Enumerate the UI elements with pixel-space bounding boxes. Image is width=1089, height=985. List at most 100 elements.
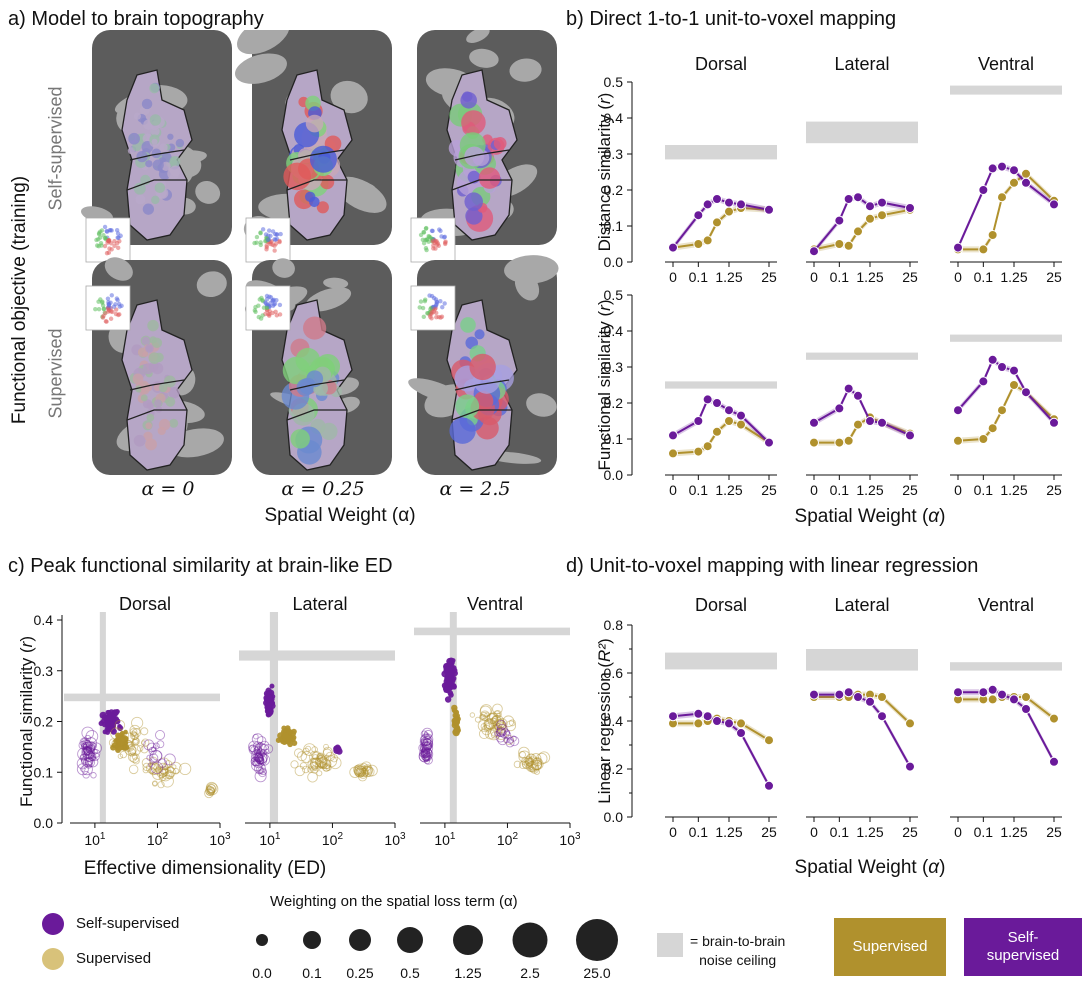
- c-dorsal-self-supervised-point: [81, 745, 92, 756]
- x-tick-label: 0.1: [830, 482, 850, 498]
- c-ventral-supervised-point: [525, 761, 537, 772]
- d-ventral-self-supervised-point: [1021, 704, 1031, 714]
- d-lateral-self-supervised-point: [905, 761, 915, 772]
- c-dorsal-supervised-point: [161, 774, 174, 788]
- inset-dot: [260, 297, 265, 303]
- b-dorsal-self-supervised-point: [693, 416, 704, 426]
- x-tick-label: 101: [259, 831, 281, 848]
- region-border: [454, 379, 510, 391]
- c-lateral-self-supervised-point: [254, 756, 264, 767]
- y-tick-label: 0.3: [34, 663, 54, 679]
- x-tick-label: 0.1: [689, 482, 709, 498]
- c-ventral-supervised-point: [496, 718, 508, 730]
- topography-patch: [469, 353, 496, 381]
- x-tick-label: 103: [209, 831, 231, 848]
- c-lateral-self-supervised-point: [255, 753, 264, 763]
- c-dorsal-supervised-point: [156, 766, 167, 777]
- y-tick-label: 0.0: [604, 467, 624, 483]
- panel-b-title: b) Direct 1-to-1 unit-to-voxel mapping: [566, 8, 897, 30]
- b-dorsal-self-supervised-point: [764, 204, 774, 215]
- c-dorsal-self-supervised-point: [84, 761, 93, 769]
- c-lateral-self-supervised-point: [253, 762, 266, 775]
- c-lateral-self-supervised-point: [253, 745, 262, 754]
- unit-colormap-inset: [85, 217, 131, 263]
- topography-patch: [151, 138, 158, 145]
- x-tick-label: 1.25: [715, 269, 742, 285]
- topography-patch: [478, 167, 501, 189]
- c-lateral-self-supervised-point: [258, 743, 270, 755]
- c-lateral-supervised-point: [317, 754, 324, 761]
- c-ventral-self-supervised-point: [447, 670, 455, 678]
- c-dorsal-self-supervised-point: [149, 749, 163, 763]
- inset-dot: [434, 314, 439, 320]
- legend-supervised-marker: [42, 948, 64, 970]
- sulcus-shape: [509, 58, 542, 82]
- c-lateral-supervised-point: [324, 755, 338, 768]
- c-ventral-supervised-point: [502, 715, 515, 728]
- c-lateral-self-supervised-point: [256, 747, 262, 753]
- c-dorsal-self-supervised-point: [150, 746, 157, 752]
- x-tick-label: 25: [1046, 482, 1062, 498]
- c-ventral-self-supervised-point: [422, 747, 433, 757]
- c-dorsal-self-supervised-point: [82, 746, 95, 759]
- c-ventral-self-supervised-point: [420, 747, 431, 758]
- c-dorsal-self-supervised-point: [83, 746, 91, 754]
- c-dorsal-supervised-point: [158, 768, 172, 782]
- inset-dot: [109, 228, 114, 233]
- inset-dot: [108, 316, 114, 321]
- c-dorsal-self-supervised-point: [81, 747, 93, 759]
- c-lateral-ed-noise-ceiling: [269, 612, 279, 823]
- stream-title-lateral: Lateral: [292, 594, 347, 614]
- d-lateral-supervised-point: [877, 692, 887, 702]
- c-lateral-supervised-point: [302, 747, 310, 755]
- region-border: [286, 179, 347, 191]
- c-ventral-self-supervised-point: [423, 732, 429, 738]
- brain-map-r0-c2: [417, 30, 557, 245]
- b-dorsal-supervised-point: [702, 235, 713, 246]
- c-dorsal-supervised-point: [172, 768, 180, 775]
- inset-dot: [117, 312, 122, 317]
- c-dorsal-supervised-point: [132, 737, 140, 746]
- inset-dot: [254, 234, 260, 240]
- y-tick-label: 0.1: [34, 764, 54, 780]
- c-ventral-supervised-point: [535, 752, 548, 765]
- sulcus-shape: [323, 277, 349, 289]
- alpha-size-label-0.5: 0.5: [400, 965, 420, 981]
- c-ventral-supervised-point: [504, 735, 515, 745]
- x-tick-label: 0: [669, 824, 677, 840]
- alpha-size-label-0.1: 0.1: [302, 965, 322, 981]
- c-dorsal-supervised-point: [140, 727, 149, 736]
- c-lateral-supervised-point: [357, 768, 369, 779]
- c-ventral-supervised-point: [530, 753, 542, 764]
- c-dorsal-self-supervised-point: [84, 750, 90, 756]
- c-dorsal-supervised-point: [142, 766, 149, 774]
- c-lateral-self-supervised-point: [250, 745, 259, 755]
- b-dorsal-supervised-point: [668, 448, 678, 459]
- chart-d-linear-regression: Dorsal Lateral Ventral 0.0 0.2 0.4 0.6 0.8 Linea…: [595, 595, 1062, 878]
- c-lateral-supervised-point: [363, 766, 372, 774]
- c-dorsal-supervised-point: [140, 740, 147, 746]
- inset-dot: [115, 245, 121, 251]
- inset-dot: [101, 306, 107, 311]
- c-ventral-supervised-point: [505, 720, 517, 732]
- c-lateral-supervised-point: [356, 768, 363, 775]
- c-lateral-supervised-point: [311, 751, 320, 760]
- topography-patch: [309, 145, 337, 173]
- c-lateral-supervised-point: [359, 762, 368, 772]
- inset-dot: [93, 306, 98, 312]
- c-ventral-self-supervised-point: [420, 749, 428, 757]
- alpha-size-marker-0.5: [397, 927, 423, 953]
- inset-dot: [96, 306, 102, 312]
- topography-patch: [152, 362, 159, 369]
- brain-map-r0-c0: [81, 30, 232, 245]
- c-dorsal-supervised-point: [125, 741, 133, 750]
- c-lateral-supervised-point: [319, 761, 327, 769]
- c-dorsal-supervised-point: [119, 750, 128, 759]
- c-lateral-supervised-point: [356, 765, 366, 775]
- c-dorsal-supervised-point: [178, 762, 192, 776]
- c-ventral-supervised-point: [485, 718, 497, 730]
- c-dorsal-self-supervised-point: [84, 751, 96, 762]
- y-tick-label: 0.4: [604, 713, 624, 729]
- b-dorsal-self-supervised-point: [693, 210, 704, 221]
- c-ventral-self-supervised-point: [448, 657, 455, 664]
